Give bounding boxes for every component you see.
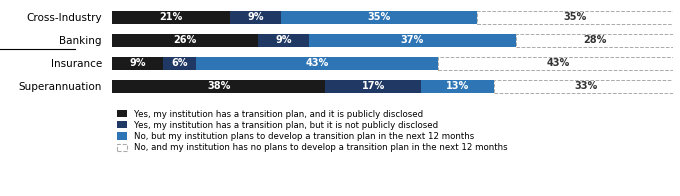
Text: 9%: 9% xyxy=(129,58,146,68)
Text: 43%: 43% xyxy=(305,58,328,68)
Bar xyxy=(477,11,673,24)
Bar xyxy=(230,11,280,24)
Bar xyxy=(438,57,679,70)
Text: 6%: 6% xyxy=(171,58,188,68)
Bar xyxy=(163,57,197,70)
Bar xyxy=(421,80,494,93)
Bar xyxy=(309,34,516,47)
Text: 9%: 9% xyxy=(247,12,264,22)
Text: 43%: 43% xyxy=(547,58,570,68)
Bar xyxy=(197,57,438,70)
Text: 9%: 9% xyxy=(275,35,292,45)
Bar xyxy=(494,80,679,93)
Bar xyxy=(280,11,477,24)
Bar xyxy=(112,11,230,24)
Text: 37%: 37% xyxy=(401,35,424,45)
Bar xyxy=(112,34,258,47)
Text: 28%: 28% xyxy=(583,35,607,45)
Text: 35%: 35% xyxy=(564,12,587,22)
Text: 38%: 38% xyxy=(207,82,231,92)
Text: 21%: 21% xyxy=(160,12,183,22)
Text: 35%: 35% xyxy=(367,12,390,22)
Text: 17%: 17% xyxy=(362,82,385,92)
Bar xyxy=(112,57,163,70)
Text: 33%: 33% xyxy=(575,82,598,92)
Bar xyxy=(112,80,325,93)
Bar xyxy=(258,34,309,47)
Bar xyxy=(516,34,673,47)
Text: 13%: 13% xyxy=(445,82,469,92)
Legend: Yes, my institution has a transition plan, and it is publicly disclosed, Yes, my: Yes, my institution has a transition pla… xyxy=(116,110,507,152)
Bar xyxy=(325,80,421,93)
Text: 26%: 26% xyxy=(173,35,197,45)
